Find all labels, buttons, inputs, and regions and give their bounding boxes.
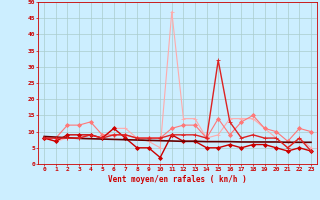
X-axis label: Vent moyen/en rafales ( kn/h ): Vent moyen/en rafales ( kn/h ) [108, 175, 247, 184]
